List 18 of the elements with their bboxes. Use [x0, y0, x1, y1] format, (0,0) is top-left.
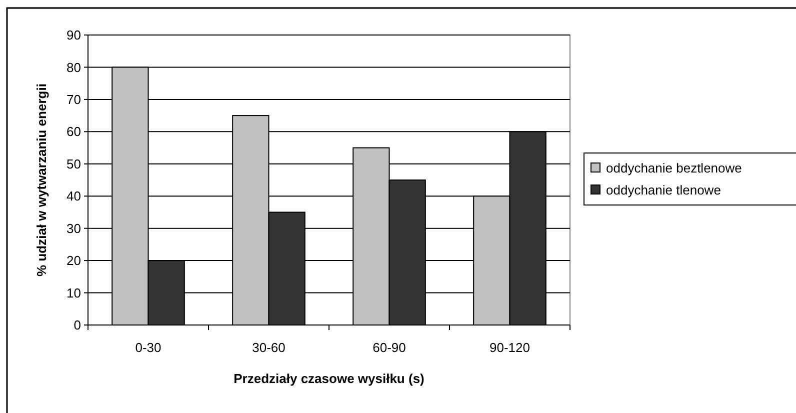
y-tick-label: 60 — [66, 124, 81, 140]
x-tick-label: 30-60 — [252, 340, 286, 355]
y-tick-label: 10 — [66, 285, 81, 300]
y-tick-label: 40 — [66, 188, 81, 204]
y-tick-label: 90 — [66, 28, 81, 43]
y-tick-label: 80 — [66, 60, 81, 75]
x-tick-label: 90-120 — [490, 340, 530, 355]
x-tick-label: 0-30 — [135, 340, 162, 355]
y-tick-label: 70 — [66, 92, 81, 107]
y-tick-label: 20 — [66, 253, 81, 268]
y-tick-label: 30 — [66, 220, 81, 236]
y-tick-label: 0 — [74, 318, 81, 333]
y-tick-label: 50 — [66, 156, 81, 172]
legend-label: oddychanie tlenowe — [606, 182, 721, 198]
y-axis-title: % udział w wytwarzaniu energii — [34, 84, 49, 276]
x-axis-title: Przedziały czasowe wysiłku (s) — [234, 371, 424, 386]
legend-label: oddychanie beztlenowe — [606, 160, 742, 176]
x-tick-label: 60-90 — [372, 340, 406, 355]
